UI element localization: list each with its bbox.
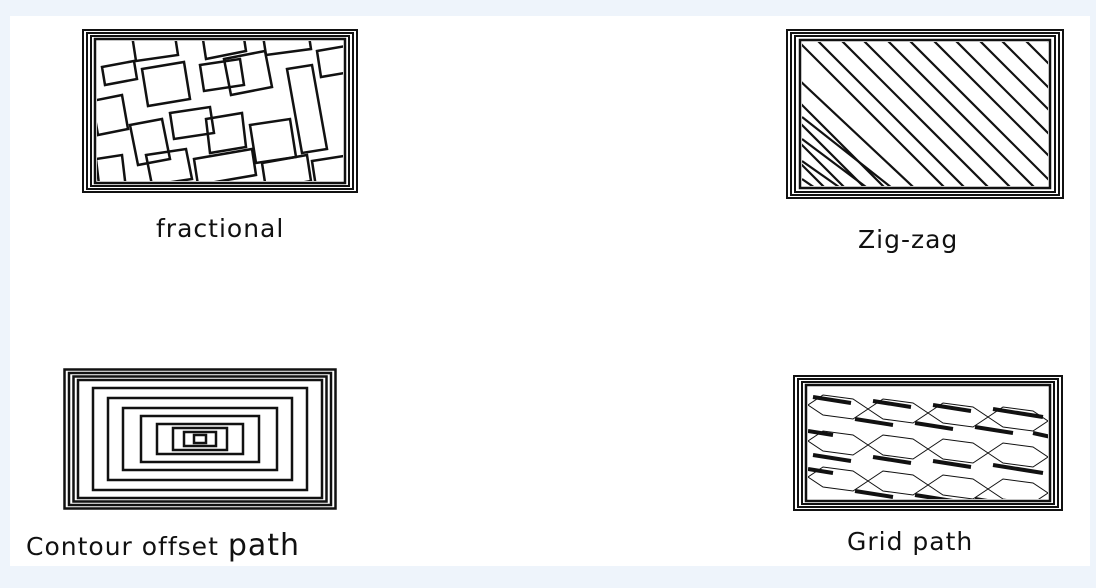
grid-path-pattern-diagram bbox=[793, 375, 1063, 511]
contour-offset-pattern-diagram bbox=[63, 368, 337, 510]
fractional-pattern-diagram bbox=[82, 29, 358, 193]
contour-caption-prefix: Contour offset bbox=[26, 532, 219, 561]
zigzag-pattern-diagram bbox=[786, 29, 1064, 199]
contour-offset-path-caption: Contour offset path bbox=[26, 528, 300, 563]
fractional-caption: fractional bbox=[156, 214, 285, 243]
zigzag-caption: Zig-zag bbox=[858, 225, 959, 254]
grid-path-caption: Grid path bbox=[847, 527, 974, 556]
contour-caption-suffix: path bbox=[227, 528, 301, 563]
